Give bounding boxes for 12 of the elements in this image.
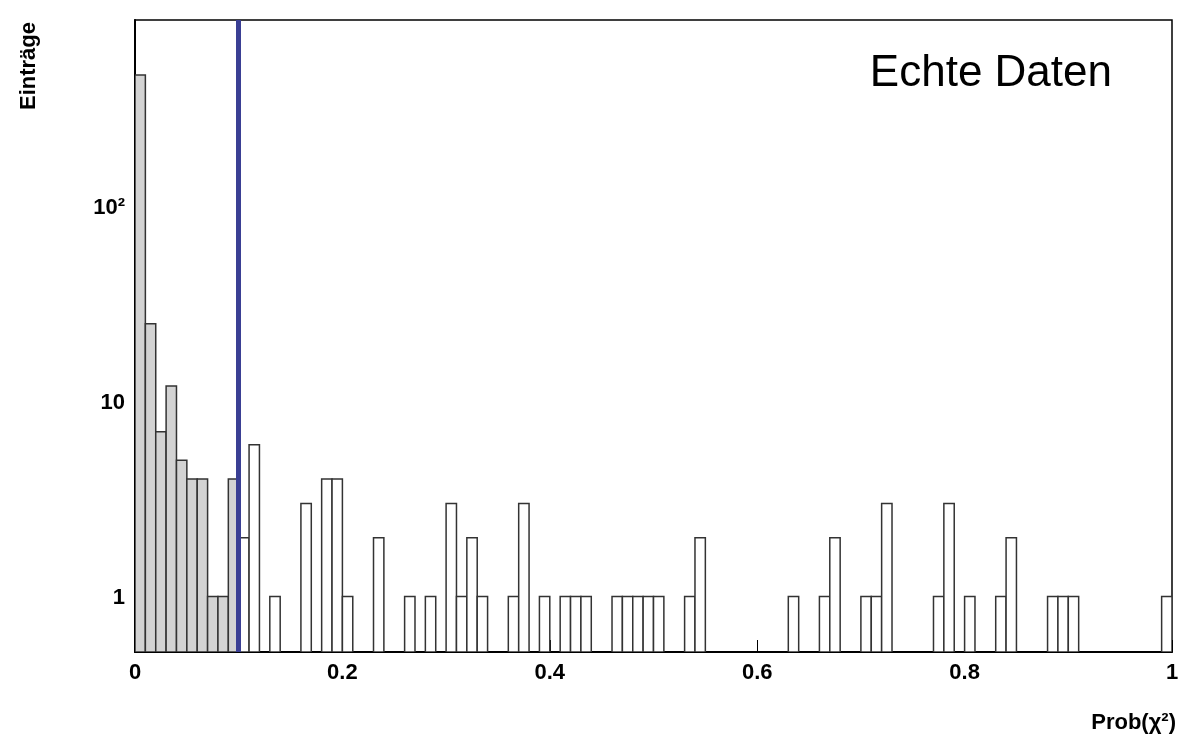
y-tick-label: 10 — [100, 388, 125, 414]
x-tick-label: 0.6 — [741, 658, 773, 684]
y-axis-title: Einträge — [14, 21, 40, 111]
x-tick-label: 0 — [128, 658, 142, 684]
x-axis-title: Prob(χ²) — [1091, 708, 1177, 734]
annotation: Echte Daten — [869, 45, 1113, 95]
y-tick-label: 10² — [93, 193, 125, 219]
x-tick-label: 1 — [1165, 658, 1179, 684]
x-tick-label: 0.2 — [327, 658, 358, 684]
x-tick-label: 0.4 — [534, 658, 566, 684]
y-tick-label: 1 — [112, 584, 125, 610]
x-tick-label: 0.8 — [949, 658, 980, 684]
